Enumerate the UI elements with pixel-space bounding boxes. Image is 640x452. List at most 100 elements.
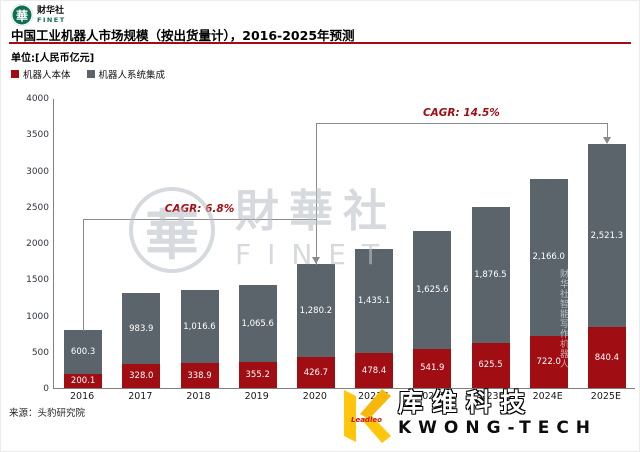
y-tick-label: 4000 (26, 94, 49, 104)
cagr-annotation: CAGR: 6.8% (164, 203, 235, 216)
y-tick-label: 2000 (26, 239, 49, 249)
bar-value-label: 840.4 (594, 352, 620, 363)
cagr-bracket-line (83, 219, 85, 331)
brand-name: 财华社 (37, 5, 65, 16)
x-axis: 2016 2017 2018 2019 2020 2021E 2022E 2023E 2024E… (53, 391, 635, 405)
source-note: 来源：头豹研究院 (9, 408, 86, 419)
kwong-tech-logo-icon: Leadleo (335, 387, 393, 445)
stacked-bar-2018: 1,016.6 338.9 (180, 289, 219, 388)
cagr-bracket-line (315, 123, 607, 125)
segment-robot-body-2023E: 625.5 (471, 342, 510, 388)
segment-system-integration-2016: 600.3 (64, 329, 103, 374)
bar-value-label: 2,166.0 (532, 252, 565, 263)
x-tick-label: 2021E (358, 391, 389, 402)
bar-value-label: 625.5 (478, 360, 503, 371)
legend-item-robot-body: 机器人本体 (11, 67, 71, 81)
segment-robot-body-2017: 328.0 (122, 364, 161, 388)
cagr-bracket-line (83, 219, 316, 221)
segment-system-integration-2025E: 2,521.3 (587, 144, 626, 328)
x-tick-label: 2020 (302, 391, 327, 402)
x-tick-label: 2025E (590, 391, 621, 402)
y-tick-label: 1000 (26, 311, 49, 322)
bar-value-label: 1,280.2 (299, 305, 333, 316)
title-divider (9, 42, 631, 44)
segment-robot-body-2020: 426.7 (296, 357, 335, 388)
segment-system-integration-2022E: 1,625.6 (413, 230, 452, 349)
x-tick-label: 2019 (244, 391, 269, 402)
legend-label-system-integration: 机器人系统集成 (98, 70, 166, 81)
segment-robot-body-2024E: 722.0 (529, 335, 568, 388)
bar-value-label: 328.0 (129, 371, 154, 382)
x-tick-label: 2022E (416, 391, 447, 402)
bar-value-label: 1,016.6 (183, 321, 216, 332)
kwong-tech-k-icon (344, 389, 391, 443)
brand-subname: FINET (37, 16, 66, 25)
segment-system-integration-2024E: 2,166.0 (529, 178, 568, 336)
unit-label: 单位:[人民币亿元] (11, 53, 95, 64)
y-tick-label: 500 (31, 347, 49, 358)
bar-value-label: 338.9 (187, 370, 212, 381)
segment-robot-body-2016: 200.1 (64, 373, 103, 388)
x-tick-label: 2018 (186, 391, 211, 402)
y-tick-label: 2500 (26, 202, 49, 213)
finet-vertical-watermark: 财华社智能写作机器人 (558, 269, 568, 369)
bar-value-label: 2,521.3 (590, 230, 624, 241)
stacked-bar-2021E: 1,435.1 478.4 (355, 249, 394, 388)
segment-robot-body-2021E: 478.4 (355, 353, 394, 388)
finet-brand: 華 财华社 FINET (11, 4, 66, 26)
segment-robot-body-2018: 338.9 (180, 363, 219, 388)
kwong-tech-en: KWONG-TECH (398, 418, 598, 439)
finet-brand-text: 财华社 FINET (37, 6, 66, 24)
bar-value-label: 1,625.6 (416, 284, 449, 295)
legend-swatch-robot-body (11, 70, 19, 78)
plot-area: 600.3 200.1 983.9 328.0 1,016.6 338.9 1,065.6 3… (53, 99, 635, 389)
kwong-tech-text: 库维科技 KWONG-TECH (398, 387, 597, 438)
x-tick-label: 2023E (474, 391, 505, 402)
segment-system-integration-2017: 983.9 (122, 292, 161, 365)
cagr-bracket-line (315, 123, 317, 266)
bar-value-label: 1,876.5 (474, 269, 507, 280)
chart-area: 0 500 1000 1500 2000 2500 3000 3500 4000 600.3 20… (1, 89, 639, 411)
legend-label-robot-body: 机器人本体 (23, 70, 71, 81)
bar-value-label: 722.0 (536, 356, 561, 367)
y-axis: 0 500 1000 1500 2000 2500 3000 3500 4000 (5, 94, 49, 394)
stacked-bar-2019: 1,065.6 355.2 (238, 285, 277, 388)
cagr-annotation: CAGR: 14.5% (422, 107, 500, 120)
y-tick-label: 0 (43, 384, 49, 394)
stacked-bar-2020: 1,280.2 426.7 (296, 264, 335, 388)
y-tick-label: 3000 (26, 166, 49, 177)
finet-logo-icon: 華 (11, 4, 33, 26)
stacked-bar-2016: 600.3 200.1 (64, 329, 103, 388)
segment-system-integration-2019: 1,065.6 (238, 285, 277, 363)
legend-item-system-integration: 机器人系统集成 (86, 67, 166, 81)
stacked-bar-2024E: 2,166.0 722.0 (529, 178, 568, 388)
bar-value-label: 1,065.6 (241, 318, 274, 329)
y-tick-label: 1500 (26, 275, 49, 286)
segment-system-integration-2020: 1,280.2 (296, 264, 335, 358)
segment-robot-body-2025E: 840.4 (587, 327, 626, 388)
segment-system-integration-2023E: 1,876.5 (471, 206, 510, 343)
bar-value-label: 1,435.1 (357, 296, 391, 307)
stacked-bar-2025E: 2,521.3 840.4 (587, 144, 626, 388)
bar-value-label: 355.2 (245, 370, 270, 381)
segment-robot-body-2022E: 541.9 (413, 348, 452, 388)
kwong-tech-cn: 库维科技 (398, 388, 535, 417)
leadleo-watermark: Leadleo (351, 416, 382, 424)
stacked-bar-2022E: 1,625.6 541.9 (413, 230, 452, 388)
cagr-arrowhead-icon (602, 137, 611, 145)
x-tick-label: 2017 (128, 391, 153, 402)
segment-system-integration-2018: 1,016.6 (180, 289, 219, 364)
kwong-tech-watermark: Leadleo 库维科技 KWONG-TECH (335, 387, 597, 445)
bar-value-label: 600.3 (70, 346, 96, 357)
bar-value-label: 478.4 (361, 365, 387, 376)
bar-value-label: 541.9 (420, 363, 445, 374)
stacked-bar-2017: 983.9 328.0 (122, 292, 161, 388)
chart-title: 中国工业机器人市场规模（按出货量计），2016-2025年预测 (11, 28, 355, 43)
cagr-bracket-line (606, 123, 608, 138)
x-tick-label: 2024E (532, 391, 563, 402)
y-tick-label: 3500 (26, 130, 49, 141)
bar-value-label: 200.1 (70, 375, 96, 386)
x-tick-label: 2016 (70, 391, 95, 402)
legend-swatch-system-integration (86, 70, 95, 78)
